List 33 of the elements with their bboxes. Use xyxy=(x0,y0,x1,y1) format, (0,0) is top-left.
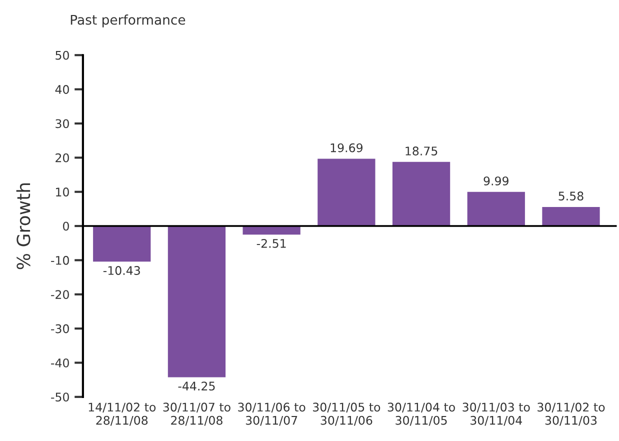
y-tick-label: -30 xyxy=(51,324,69,334)
data-label: 5.58 xyxy=(558,192,584,200)
y-tick-label: -50 xyxy=(51,392,69,402)
y-tick-label: 20 xyxy=(56,153,69,162)
x-tick-label: 30/11/05 to 30/11/06 xyxy=(313,402,380,426)
y-tick-label: 50 xyxy=(56,50,69,60)
x-tick-label: 30/11/04 to 30/11/05 xyxy=(388,402,455,426)
y-axis-title: % Growth xyxy=(16,183,30,270)
data-label: 9.99 xyxy=(484,176,508,186)
chart-title: Past performance xyxy=(70,14,186,28)
x-tick-label: 14/11/02 to 28/11/08 xyxy=(88,402,156,426)
y-tick-label: 40 xyxy=(55,85,69,94)
data-label: 19.69 xyxy=(330,143,362,152)
data-label: -2.51 xyxy=(256,238,286,248)
y-tick-label: 30 xyxy=(56,119,69,128)
y-tick-label: 10 xyxy=(56,188,69,196)
data-label: 18.75 xyxy=(406,146,438,156)
bar xyxy=(392,162,450,226)
y-tick-label: -20 xyxy=(51,290,69,300)
bar xyxy=(467,192,525,226)
y-tick-label: -10 xyxy=(51,256,69,265)
x-tick-label: 30/11/02 to 30/11/03 xyxy=(538,402,605,426)
y-tick-label: -40 xyxy=(51,358,69,368)
bar xyxy=(542,206,600,226)
data-label: -44.25 xyxy=(178,382,215,391)
x-tick-label: 30/11/03 to 30/11/04 xyxy=(462,402,530,426)
y-tick-label: 0 xyxy=(63,222,69,231)
bar xyxy=(168,226,226,378)
bar xyxy=(93,226,151,262)
x-tick-label: 30/11/06 to 30/11/07 xyxy=(238,402,306,426)
data-label: -10.43 xyxy=(103,266,140,275)
x-tick-label: 30/11/07 to 28/11/08 xyxy=(163,402,230,426)
bar xyxy=(318,158,376,226)
